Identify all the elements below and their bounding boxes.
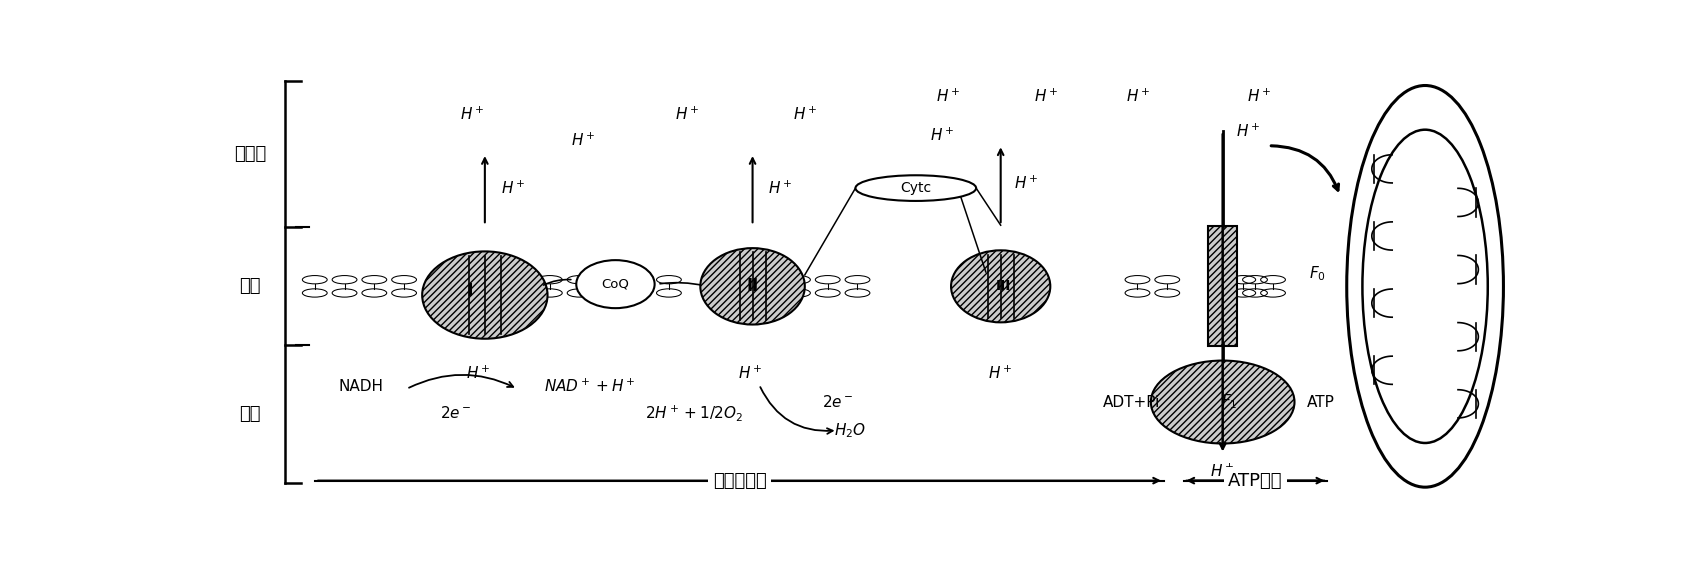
Text: ATP: ATP: [1306, 395, 1335, 409]
Text: $H^+$: $H^+$: [1126, 88, 1151, 105]
Text: $H^+$: $H^+$: [1235, 122, 1260, 140]
Text: ATP合成: ATP合成: [1228, 472, 1282, 490]
Text: $H_2O$: $H_2O$: [834, 421, 866, 440]
Text: $H^+$: $H^+$: [989, 365, 1013, 382]
Ellipse shape: [856, 175, 976, 201]
Text: $H^+$: $H^+$: [467, 365, 490, 382]
Ellipse shape: [1346, 86, 1503, 487]
Ellipse shape: [576, 260, 654, 308]
Text: III: III: [996, 280, 1011, 293]
FancyBboxPatch shape: [1208, 226, 1237, 346]
Text: $H^+$: $H^+$: [500, 179, 526, 197]
Text: II: II: [746, 277, 758, 295]
Text: ADT+Pi: ADT+Pi: [1102, 395, 1159, 409]
Text: $H^+$: $H^+$: [738, 365, 762, 382]
Text: $H^+$: $H^+$: [930, 127, 954, 145]
Text: $F_1$: $F_1$: [1222, 393, 1237, 412]
Text: CoQ: CoQ: [602, 278, 630, 291]
Text: 膜间腔: 膜间腔: [234, 145, 266, 163]
Text: $H^+$: $H^+$: [1035, 88, 1058, 105]
Text: $H^+$: $H^+$: [1014, 175, 1038, 192]
Text: $2H^++1/2O_2$: $2H^++1/2O_2$: [645, 403, 743, 423]
Text: $H^+$: $H^+$: [676, 105, 699, 122]
Ellipse shape: [1363, 130, 1488, 443]
Ellipse shape: [701, 248, 805, 324]
Text: $2e^-$: $2e^-$: [822, 394, 853, 410]
Text: $H^+$: $H^+$: [1210, 463, 1235, 480]
Text: $H^+$: $H^+$: [937, 88, 960, 105]
Text: $2e^-$: $2e^-$: [440, 405, 472, 421]
Text: $H^+$: $H^+$: [792, 105, 817, 122]
Text: I: I: [465, 282, 472, 300]
Text: 电子传递链: 电子传递链: [713, 472, 767, 490]
Ellipse shape: [1151, 361, 1294, 443]
Ellipse shape: [423, 251, 548, 338]
Text: NADH: NADH: [339, 379, 382, 394]
Text: 基质: 基质: [239, 405, 261, 423]
Text: $NAD^++H^+$: $NAD^++H^+$: [544, 377, 635, 395]
Text: $H^+$: $H^+$: [571, 132, 595, 149]
Text: Cytc: Cytc: [900, 181, 932, 195]
Ellipse shape: [950, 250, 1050, 323]
Text: $H^+$: $H^+$: [1247, 88, 1272, 105]
Text: 内膜: 内膜: [239, 277, 261, 295]
Text: $F_0$: $F_0$: [1309, 264, 1326, 282]
Text: $H^+$: $H^+$: [768, 179, 792, 197]
Text: $H^+$: $H^+$: [460, 105, 484, 122]
